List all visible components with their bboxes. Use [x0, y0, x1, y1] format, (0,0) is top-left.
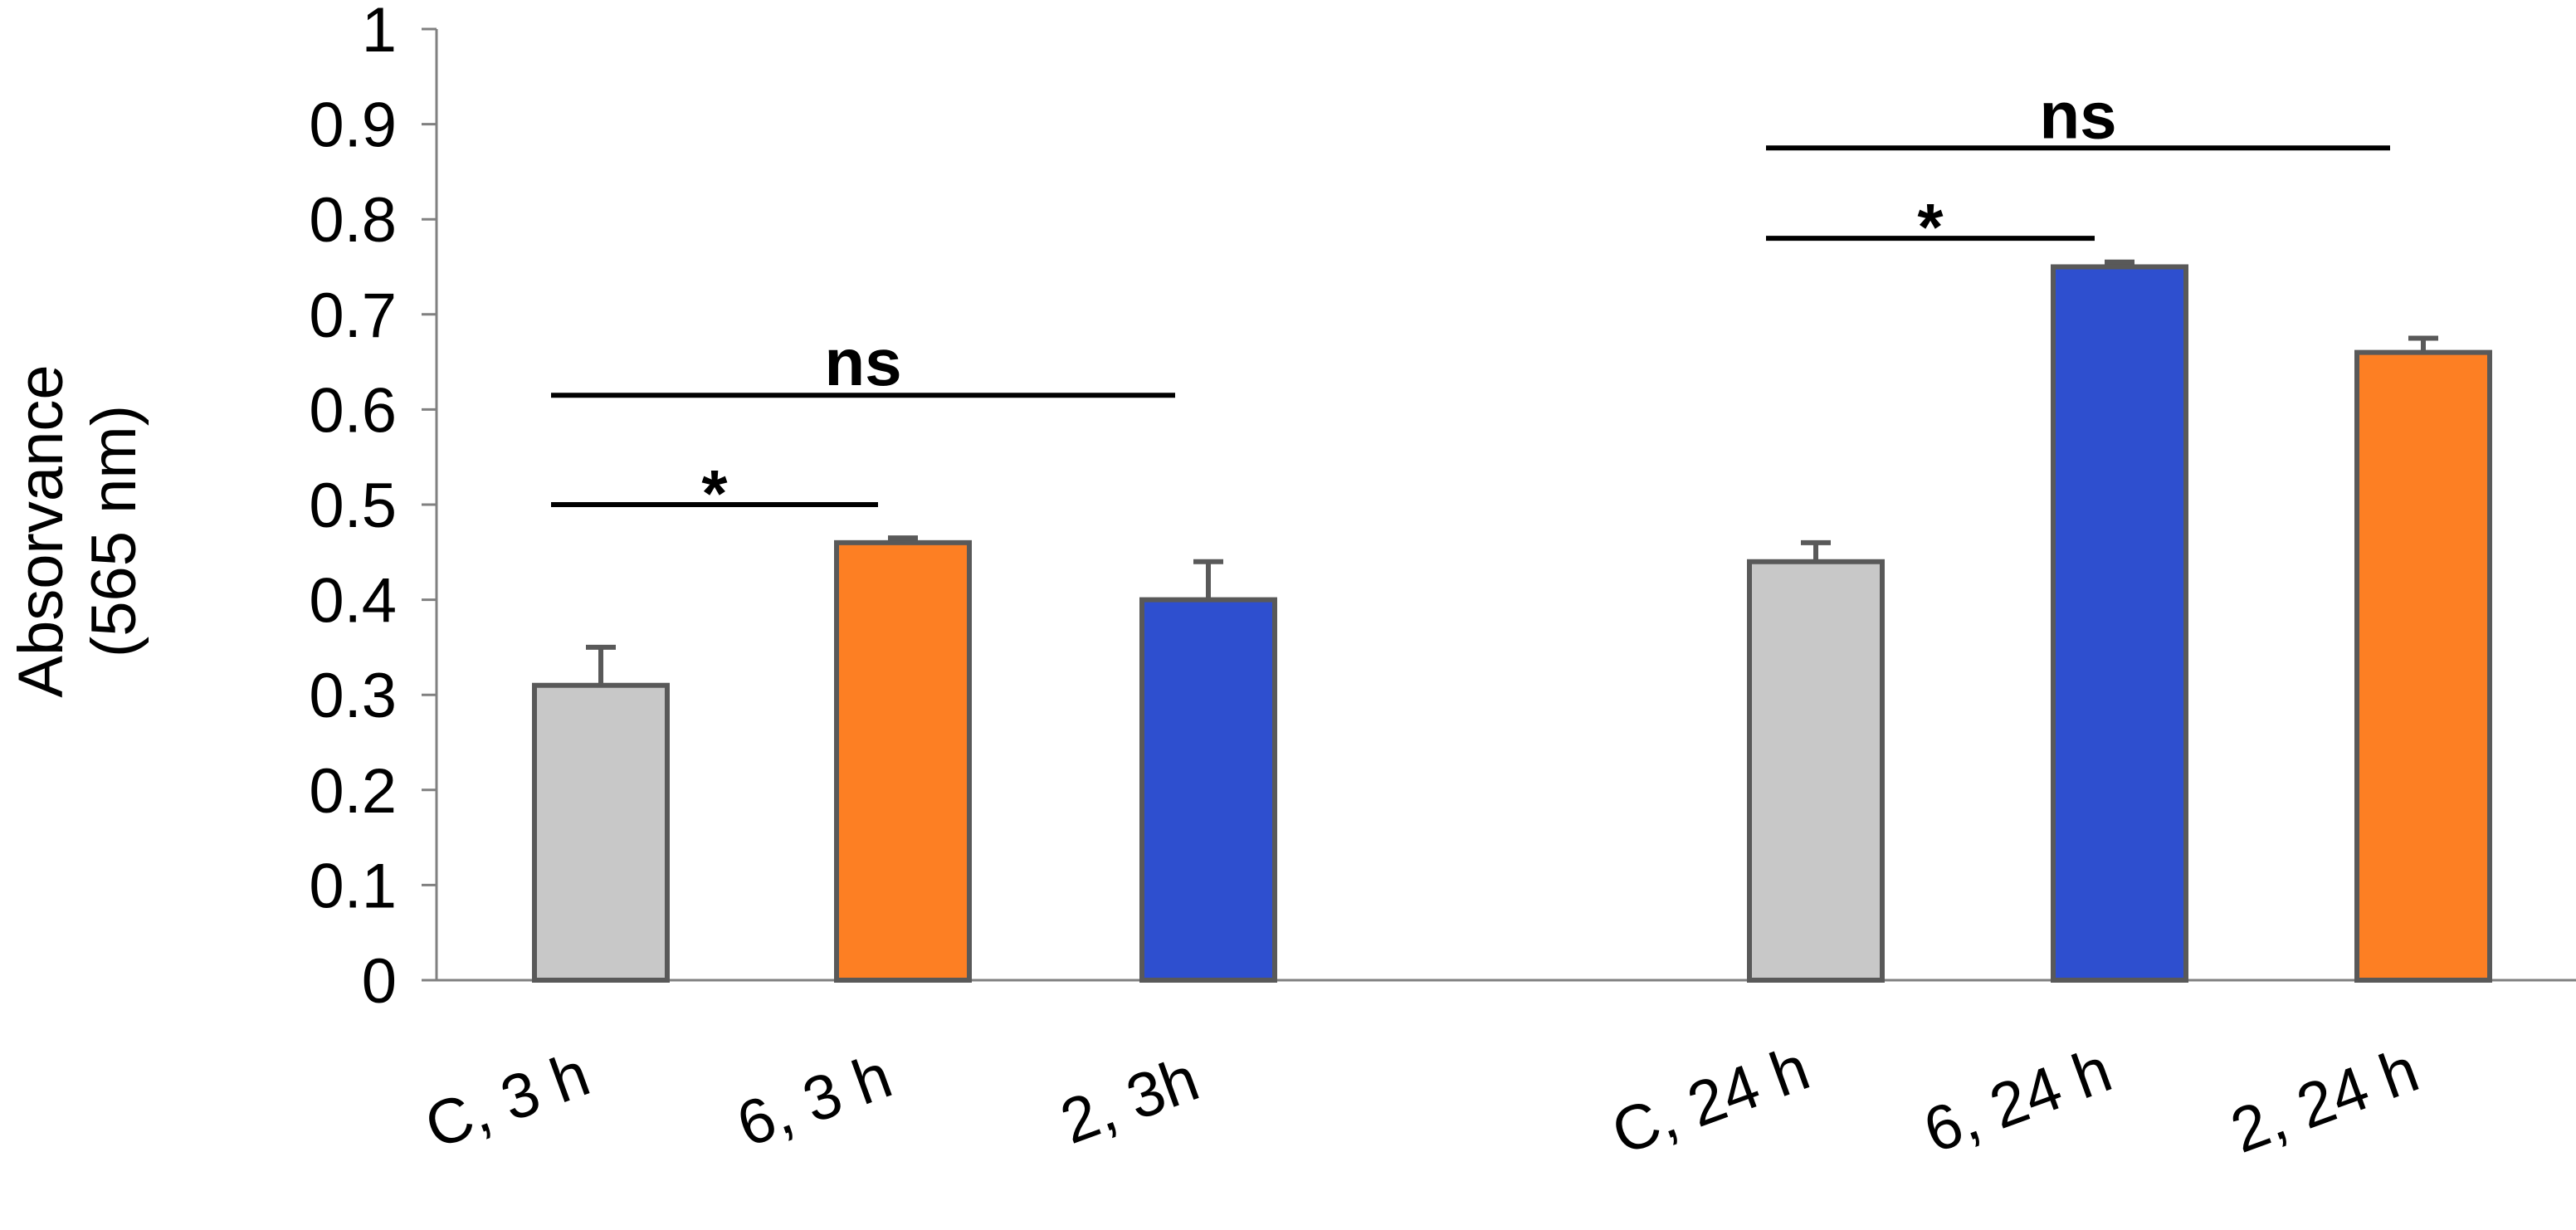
y-tick-label: 0 — [362, 946, 397, 1017]
y-tick-label: 0.6 — [309, 375, 397, 446]
bar — [834, 539, 972, 983]
y-tick-label: 0.4 — [309, 566, 397, 637]
x-category-label: 2, 3h — [1051, 1043, 1208, 1158]
y-tick-label: 0.5 — [309, 471, 397, 541]
x-category-label: 6, 24 h — [1915, 1034, 2120, 1166]
bar — [1139, 597, 1277, 983]
x-category-label: 2, 24 h — [2222, 1034, 2427, 1166]
y-axis-title: Absorvance (565 nm) — [6, 364, 149, 697]
y-tick-label: 0.1 — [309, 851, 397, 921]
y-tick-label: 0.9 — [309, 90, 397, 161]
bars: C, 3 h 6, 3 h 2, 3h C, 24 h 6, 24 h 2, 24 h — [416, 259, 2492, 1169]
bar — [532, 682, 670, 983]
x-category-label: C, 3 h — [416, 1038, 598, 1162]
y-axis: 0 0.1 0.2 0.3 0.4 0.5 0.6 0.7 0.8 0.9 1 — [309, 0, 438, 1017]
x-category-label: C, 24 h — [1603, 1032, 1818, 1169]
bar — [1747, 559, 1885, 983]
y-tick-label: 0.7 — [309, 281, 397, 351]
significance-ns: ns — [2039, 78, 2116, 152]
x-category-label: 6, 3 h — [728, 1041, 900, 1161]
significance-star: * — [701, 456, 728, 530]
y-tick-label: 0.8 — [309, 185, 397, 256]
y-tick-label: 0.2 — [309, 756, 397, 827]
significance-star: * — [1917, 190, 1944, 264]
significance-ns: ns — [824, 325, 901, 399]
y-axis-title-line-1: Absorvance — [6, 364, 76, 697]
significance-annotations: ns * ns * — [551, 78, 2390, 530]
y-axis-title-line-2: (565 nm) — [79, 405, 149, 657]
bar — [2354, 349, 2492, 983]
y-tick-label: 0.3 — [309, 661, 397, 731]
y-tick-label: 1 — [362, 0, 397, 66]
bar — [2051, 264, 2188, 983]
